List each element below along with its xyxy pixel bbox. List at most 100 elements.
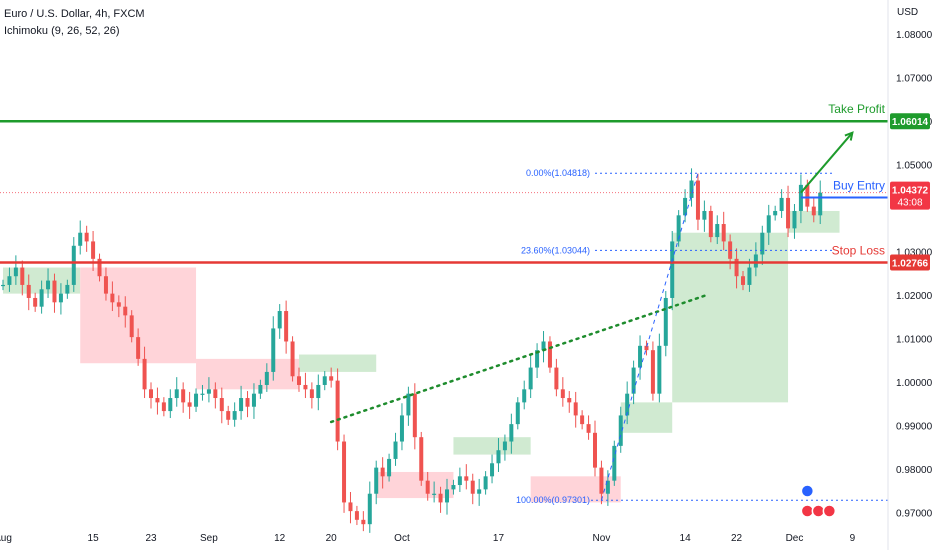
candle-body [258,384,263,394]
time-tick-label: 14 [680,533,692,544]
candle-body [335,380,340,442]
candle-body [741,276,745,285]
candle-body [20,267,25,285]
candle-body [663,297,668,346]
time-tick-label: Sep [200,533,218,544]
candle-body [593,432,597,468]
candle-body [329,376,334,381]
candle-body [631,367,636,394]
fib-diagonal [600,173,699,501]
candle-body [805,184,810,207]
candle-body [560,389,565,399]
time-tick-label: 22 [731,533,743,544]
economic-event-icon[interactable] [800,504,815,518]
candle-body [464,476,469,481]
candle-body [715,224,720,238]
candle-body [721,224,726,242]
candle-body [380,467,385,477]
cloud-segment [530,476,621,503]
price-tag-stop-loss-text: 1.02766 [892,258,929,269]
profit-arrow-head [844,131,854,141]
candle-body [367,493,372,525]
price-tag-last-text: 1.04372 [892,186,929,197]
candle-body [271,328,276,372]
candle-body [605,480,610,494]
candle-body [599,467,604,494]
candle-body [625,393,630,416]
price-tag-stop-loss-bg [890,254,930,271]
candle-body [354,511,359,520]
candle-body [451,485,456,490]
candle-body [13,267,18,277]
candle-body [71,245,76,285]
candle-body [573,402,578,416]
candle-body [116,302,121,307]
levels-layer [0,119,888,424]
candle-body [541,341,546,351]
candle-body [226,411,231,420]
candle-body [528,367,533,390]
candle-body [515,402,520,425]
candle-body [670,241,675,298]
economic-event-icon[interactable] [822,504,837,518]
candle-body [753,254,758,268]
candle-body [502,441,507,451]
candle-body [309,389,314,399]
candle-body [470,480,475,494]
stop-loss-label: Stop Loss [832,243,885,257]
candle-body [773,210,778,216]
currency-label: USD [897,7,918,18]
candle-body [638,345,643,368]
candle-body [419,437,424,481]
candle-body [39,289,44,307]
ichimoku-cloud-layer [3,210,840,503]
candle-body [297,376,301,385]
candle-body [187,402,192,407]
candle-body [567,398,572,403]
candle-body [316,384,321,399]
time-tick-label: 9 [850,533,856,544]
candle-body [786,197,791,229]
candle-body [535,350,540,368]
time-tick-label: 23 [145,533,157,544]
time-tick-label: 17 [493,533,505,544]
candle-body [683,197,688,216]
candle-body [522,389,527,403]
candle-body [412,393,417,438]
event-marker-icon[interactable] [800,484,815,498]
time-tick-label: Aug [0,533,12,544]
candle-body [554,367,559,390]
candle-body [303,384,308,390]
price-tag-take-profit: 1.06014 [890,113,930,130]
annotations-layer: Take Profit Buy Entry Stop Loss [800,102,886,518]
candle-body [213,389,218,399]
candle-body [33,297,38,307]
fib-level-label: 0.00%(1.04818) [526,168,590,178]
candle-body [219,398,224,412]
trend-line[interactable] [329,294,706,424]
time-tick-label: 12 [274,533,286,544]
candle-body [97,258,102,277]
candle-body [7,276,12,285]
price-tick-label: 0.99000 [896,421,932,432]
candle-body [747,267,752,285]
candle-body [284,311,289,342]
candle-body [483,476,488,490]
candle-body [206,389,211,394]
candle-body [322,376,327,385]
candle-body [52,280,57,303]
price-tick-label: 1.08000 [896,30,932,41]
candle-body [792,210,797,229]
candle-body [342,441,347,503]
price-axis-layer: 1.080001.070001.060001.050001.030001.020… [887,0,932,550]
price-tick-label: 1.01000 [896,334,932,345]
candle-body [432,493,437,495]
economic-event-icon[interactable] [811,504,826,518]
price-tick-label: 0.98000 [896,465,932,476]
candle-body [251,393,256,407]
candle-body [110,293,115,303]
candle-body [136,337,141,359]
candle-body [580,415,585,425]
